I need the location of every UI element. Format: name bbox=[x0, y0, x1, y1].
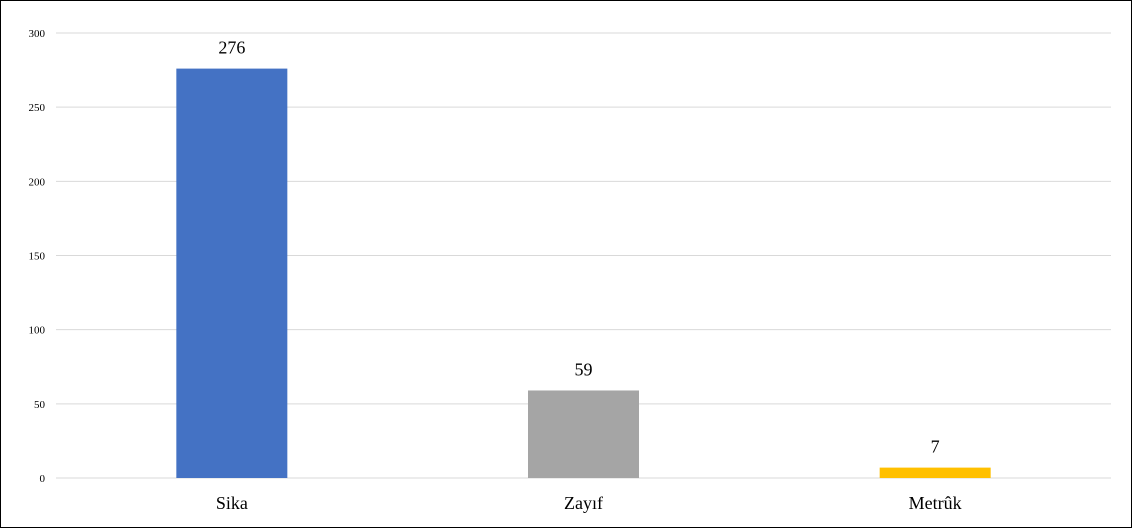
x-axis-categories: Sika Zayıf Metrûk bbox=[216, 493, 962, 513]
data-label: 7 bbox=[931, 437, 940, 457]
bar-0 bbox=[176, 68, 288, 478]
category-label: Sika bbox=[216, 493, 248, 513]
y-tick-label: 150 bbox=[29, 251, 46, 263]
category-label: Metrûk bbox=[909, 493, 962, 513]
category-label: Zayıf bbox=[564, 493, 603, 513]
y-tick-label: 50 bbox=[34, 399, 46, 411]
y-tick-label: 250 bbox=[29, 102, 46, 114]
data-label: 276 bbox=[218, 38, 245, 58]
y-axis-ticks: 0 50 100 150 200 250 300 bbox=[29, 28, 46, 485]
bar-1 bbox=[528, 390, 639, 478]
y-tick-label: 300 bbox=[29, 28, 46, 40]
y-tick-label: 200 bbox=[29, 176, 46, 188]
y-tick-label: 100 bbox=[29, 325, 46, 337]
bar-2 bbox=[879, 467, 991, 478]
data-labels: 276 59 7 bbox=[218, 38, 939, 457]
data-label: 59 bbox=[575, 359, 593, 379]
bars bbox=[176, 68, 991, 478]
y-tick-label: 0 bbox=[40, 473, 46, 485]
